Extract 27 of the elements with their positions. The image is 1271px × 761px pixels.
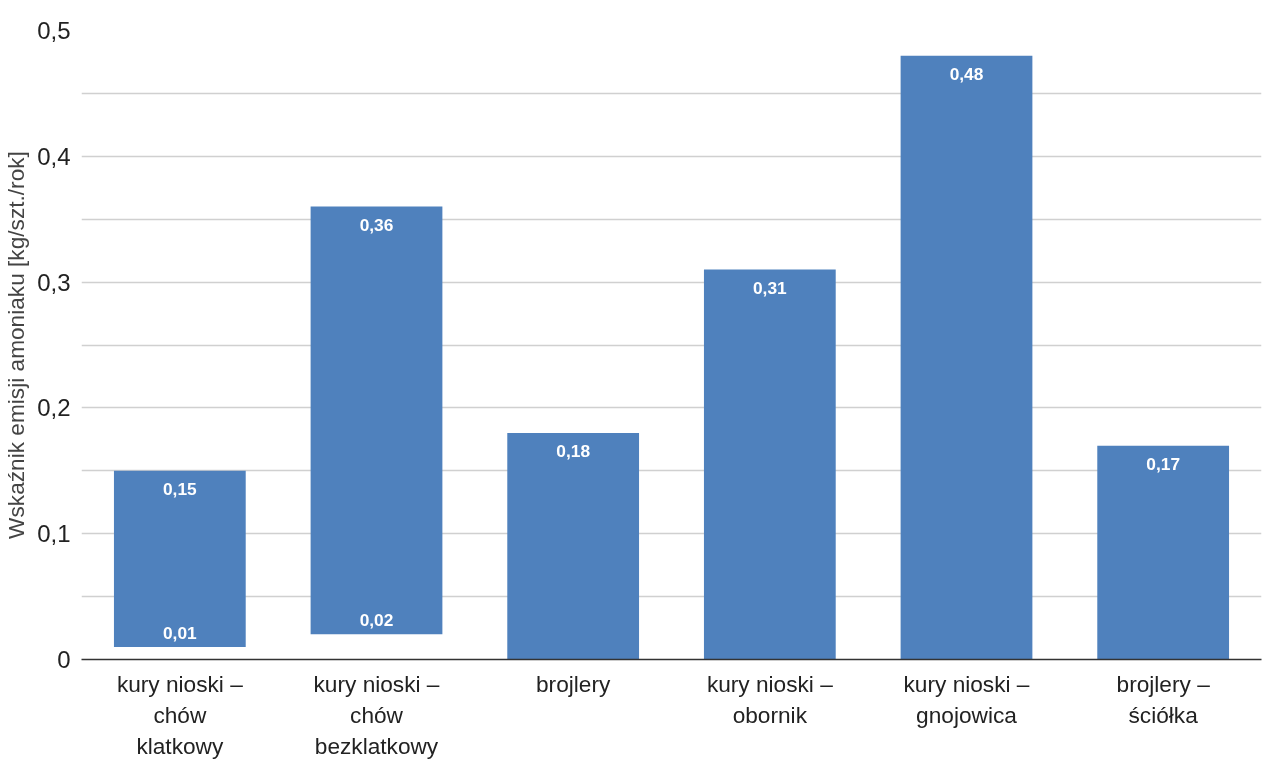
annotation: 0,01 (162, 622, 198, 643)
bar (507, 433, 640, 660)
x-tick-label: kury nioski – chów bezklatkowy (313, 670, 440, 759)
bar (703, 269, 836, 660)
bar (310, 206, 443, 635)
data-label: 0,15 (162, 478, 198, 499)
bar (113, 470, 246, 647)
x-tick-label: kury nioski – obornik (706, 670, 834, 728)
data-label: 0,17 (1146, 453, 1181, 474)
data-label: 0,48 (949, 63, 984, 84)
y-tick-label: 0,1 (37, 520, 71, 548)
x-tick-label: brojlery (536, 670, 611, 697)
y-tick-label: 0,4 (37, 142, 71, 170)
x-tick-label: kury nioski – gnojowica (903, 670, 1030, 728)
x-tick-label: kury nioski – chów klatkowy (116, 670, 244, 759)
y-tick-label: 0,5 (37, 17, 71, 44)
data-label: 0,31 (752, 277, 788, 298)
y-axis-title: Wskaźnik emisji amoniaku [kg/szt./rok] (3, 151, 30, 539)
data-label: 0,36 (359, 214, 394, 235)
data-label: 0,18 (556, 441, 591, 462)
x-tick-label: brojlery – ściółka (1116, 670, 1211, 728)
bar (1097, 445, 1230, 660)
y-tick-label: 0,2 (37, 394, 71, 422)
annotation: 0,02 (359, 610, 394, 631)
y-tick-label: 0,3 (37, 268, 71, 296)
y-tick-label: 0 (57, 646, 71, 673)
bar (900, 55, 1033, 660)
